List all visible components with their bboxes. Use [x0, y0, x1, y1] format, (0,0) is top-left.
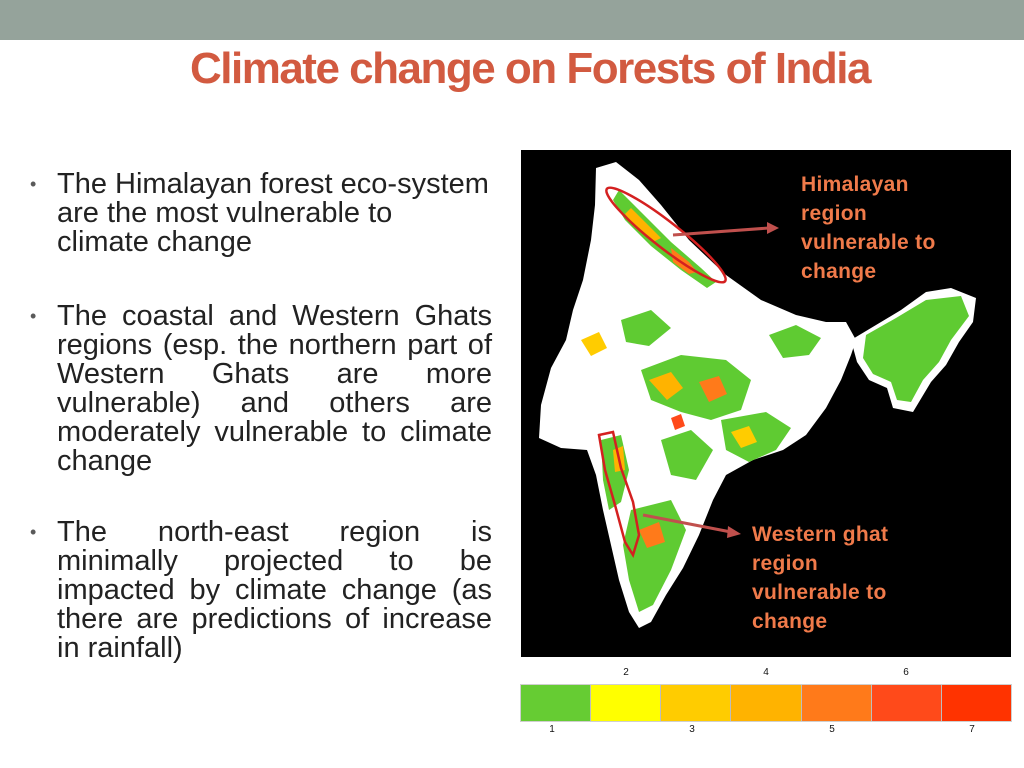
bullet-text: The coastal and Western Ghats regions (e… [57, 300, 492, 477]
bullet-western-ghats: • The coastal and Western Ghats regions … [30, 302, 492, 476]
bullet-himalayan: • The Himalayan forest eco-system are th… [30, 170, 492, 257]
legend-tick: 4 [763, 667, 769, 678]
bullet-dot: • [30, 174, 37, 194]
legend-swatch [731, 685, 802, 721]
top-accent-bar [0, 0, 1024, 40]
himalaya-arrow [672, 226, 770, 237]
western-ghats-arrow [642, 513, 732, 534]
legend-tick: 1 [549, 724, 555, 735]
bullet-text: The north-east region is minimally proje… [57, 516, 492, 664]
legend-tick: 2 [623, 667, 629, 678]
legend-swatch [801, 685, 872, 721]
legend-tick: 5 [829, 724, 835, 735]
bullet-north-east: • The north-east region is minimally pro… [30, 518, 492, 663]
bullet-text: The Himalayan forest eco-system are the … [57, 168, 489, 258]
western-ghat-label: Western ghat region vulnerable to change [752, 523, 889, 633]
bullet-dot: • [30, 306, 37, 326]
legend-color-bar [520, 684, 1012, 722]
bullet-dot: • [30, 522, 37, 542]
legend-swatch [521, 685, 592, 721]
bullet-list: • The Himalayan forest eco-system are th… [30, 170, 492, 663]
legend-swatch [941, 685, 1011, 721]
slide-title: Climate change on Forests of India [189, 44, 872, 93]
himalaya-outline [605, 186, 727, 284]
legend-swatch [661, 685, 732, 721]
legend-tick: 3 [689, 724, 695, 735]
india-vulnerability-map: Himalayan region vulnerable to change We… [521, 150, 1011, 657]
legend-tick: 7 [969, 724, 975, 735]
legend-swatch [591, 685, 662, 721]
vulnerability-legend: 2 4 6 1 3 5 7 [520, 664, 1012, 738]
himalaya-label: Himalayan region vulnerable to change [801, 173, 936, 283]
legend-tick: 6 [903, 667, 909, 678]
western-ghats-outline [597, 430, 641, 559]
legend-swatch [871, 685, 942, 721]
map-graphic [539, 162, 976, 628]
